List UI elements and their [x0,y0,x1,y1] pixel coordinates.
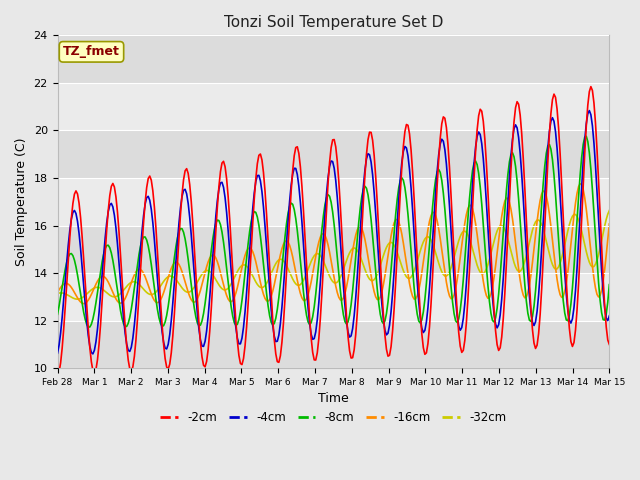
Bar [58,36,609,83]
Bar [58,178,609,226]
Y-axis label: Soil Temperature (C): Soil Temperature (C) [15,137,28,266]
Title: Tonzi Soil Temperature Set D: Tonzi Soil Temperature Set D [224,15,443,30]
Bar [58,83,609,131]
Text: TZ_fmet: TZ_fmet [63,45,120,58]
Bar [58,226,609,273]
X-axis label: Time: Time [318,393,349,406]
Bar [58,131,609,178]
Bar [58,321,609,368]
Legend: -2cm, -4cm, -8cm, -16cm, -32cm: -2cm, -4cm, -8cm, -16cm, -32cm [156,407,511,429]
Bar [58,273,609,321]
